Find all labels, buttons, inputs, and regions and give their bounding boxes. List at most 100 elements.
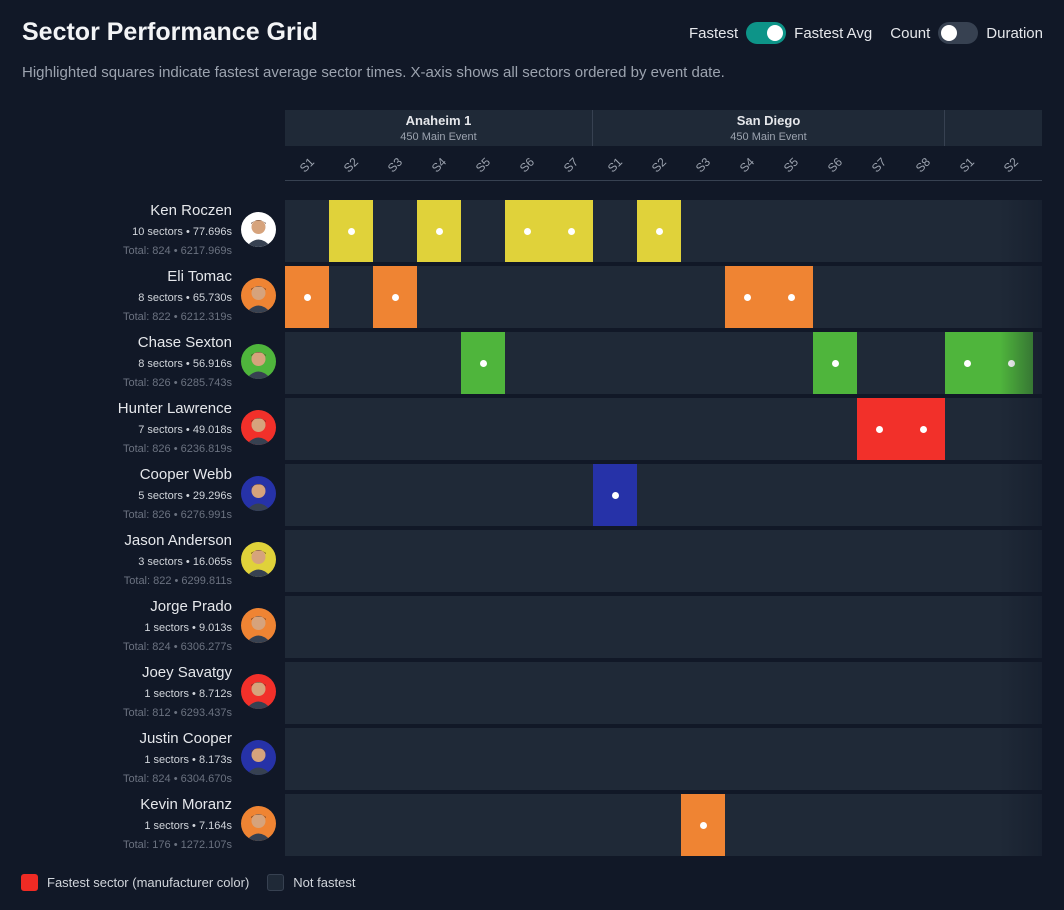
rider-total: Total: 176 • 1272.107s — [122, 839, 232, 851]
event-anaheim-1: Anaheim 1 450 Main Event — [285, 110, 593, 146]
fastest-sector-cell[interactable] — [373, 266, 417, 328]
fastest-dot — [832, 360, 839, 367]
rider-row — [285, 530, 1042, 592]
rider-total: Total: 822 • 6212.319s — [122, 311, 232, 323]
sector-label: S3 — [384, 154, 406, 176]
rider-name: Joey Savatgy — [141, 664, 232, 681]
toggle-bar: Fastest Fastest Avg Count Duration — [689, 22, 1043, 44]
sector-label: S1 — [296, 154, 318, 176]
rider-name: Ken Roczen — [150, 202, 232, 219]
rider-avatar — [241, 212, 276, 247]
toggle-knob — [767, 25, 784, 41]
fastest-sector-cell[interactable] — [725, 266, 769, 328]
fastest-sector-cell[interactable] — [813, 332, 857, 394]
rider-name: Jason Anderson — [124, 532, 232, 549]
event-subtitle: 450 Main Event — [400, 131, 477, 143]
fastest-sector-cell[interactable] — [549, 200, 593, 262]
rider-total: Total: 826 • 6236.819s — [122, 443, 232, 455]
rider-avatar — [241, 278, 276, 313]
fastest-dot — [788, 294, 795, 301]
rider-avatar-icon — [246, 682, 271, 709]
event-subtitle: 450 Main Event — [730, 131, 807, 143]
fastest-dot — [656, 228, 663, 235]
rider-total: Total: 824 • 6217.969s — [122, 245, 232, 257]
rider-total: Total: 812 • 6293.437s — [122, 707, 232, 719]
rider-total: Total: 822 • 6299.811s — [123, 575, 232, 587]
fastest-sector-cell[interactable] — [945, 332, 989, 394]
fastest-sector-cell[interactable] — [989, 332, 1033, 394]
rider-total: Total: 826 • 6276.991s — [122, 509, 232, 521]
sector-label: S1 — [604, 154, 626, 176]
rider-avatar — [241, 806, 276, 841]
rider-name: Chase Sexton — [137, 334, 232, 351]
rider-row — [285, 794, 1042, 856]
fastest-sector-cell[interactable] — [637, 200, 681, 262]
fastest-sector-cell[interactable] — [857, 398, 901, 460]
fastest-sector-cell[interactable] — [461, 332, 505, 394]
fastest-sector-cell[interactable] — [417, 200, 461, 262]
fastest-dot — [392, 294, 399, 301]
legend-fastest-label: Fastest sector (manufacturer color) — [47, 875, 250, 890]
fastest-dot — [876, 426, 883, 433]
metric-right-label: Duration — [986, 24, 1043, 42]
fastest-sector-cell[interactable] — [285, 266, 329, 328]
rider-row — [285, 398, 1042, 460]
rider-avatar-icon — [246, 748, 271, 775]
rider-avatar — [241, 740, 276, 775]
sector-label: S4 — [736, 154, 758, 176]
sector-label: S7 — [868, 154, 890, 176]
rider-avatar-icon — [246, 286, 271, 313]
fastest-dot — [964, 360, 971, 367]
fastest-sector-cell[interactable] — [681, 794, 725, 856]
legend-fastest-swatch — [21, 874, 38, 891]
rider-row — [285, 596, 1042, 658]
rider-avatar-icon — [246, 484, 271, 511]
duration-toggle[interactable] — [938, 22, 979, 44]
fastest-dot — [524, 228, 531, 235]
metric-left-label: Count — [890, 24, 931, 42]
fastest-dot — [304, 294, 311, 301]
fastest-dot — [436, 228, 443, 235]
rider-total: Total: 824 • 6306.277s — [122, 641, 232, 653]
mode-left-label: Fastest — [688, 24, 739, 42]
rider-avatar — [241, 476, 276, 511]
rider-row — [285, 200, 1042, 262]
fastest-dot — [612, 492, 619, 499]
fastest-avg-toggle[interactable] — [746, 22, 787, 44]
rider-total: Total: 824 • 6304.670s — [122, 773, 232, 785]
sector-label: S5 — [780, 154, 802, 176]
legend-not-fastest-label: Not fastest — [293, 875, 356, 890]
rider-stats: 1 sectors • 8.712s — [144, 688, 232, 700]
rider-stats: 1 sectors • 8.173s — [144, 754, 232, 766]
fastest-sector-cell[interactable] — [593, 464, 637, 526]
sector-label: S8 — [912, 154, 934, 176]
sector-label: S7 — [560, 154, 582, 176]
rider-name: Kevin Moranz — [140, 796, 232, 813]
fastest-dot — [1008, 360, 1015, 367]
event-next — [945, 110, 1042, 146]
event-name: Anaheim 1 — [405, 113, 472, 128]
rider-avatar-icon — [246, 220, 271, 247]
fastest-sector-cell[interactable] — [901, 398, 945, 460]
rider-stats: 10 sectors • 77.696s — [132, 226, 232, 238]
sector-label: S1 — [956, 154, 978, 176]
fastest-sector-cell[interactable] — [505, 200, 549, 262]
mode-right-label: Fastest Avg — [794, 24, 873, 42]
fastest-sector-cell[interactable] — [329, 200, 373, 262]
rider-stats: 3 sectors • 16.065s — [138, 556, 232, 568]
rider-avatar-icon — [246, 352, 271, 379]
sector-label: S2 — [340, 154, 362, 176]
rider-stats: 8 sectors • 56.916s — [138, 358, 232, 370]
fastest-dot — [920, 426, 927, 433]
event-name: San Diego — [736, 113, 801, 128]
rider-avatar — [241, 344, 276, 379]
rider-name: Eli Tomac — [167, 268, 232, 285]
rider-stats: 7 sectors • 49.018s — [138, 424, 232, 436]
rider-avatar — [241, 608, 276, 643]
rider-name: Jorge Prado — [150, 598, 232, 615]
fastest-dot — [568, 228, 575, 235]
page-title: Sector Performance Grid — [22, 18, 318, 46]
rider-total: Total: 826 • 6285.743s — [122, 377, 232, 389]
fastest-sector-cell[interactable] — [769, 266, 813, 328]
rider-row — [285, 266, 1042, 328]
